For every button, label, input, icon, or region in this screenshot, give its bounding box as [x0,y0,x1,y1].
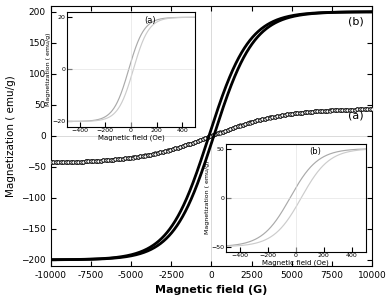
Text: (a): (a) [348,111,364,121]
X-axis label: Magnetic field (G): Magnetic field (G) [155,285,268,296]
Y-axis label: Magnetization ( emu/g): Magnetization ( emu/g) [5,75,16,197]
Text: (b): (b) [348,17,364,27]
